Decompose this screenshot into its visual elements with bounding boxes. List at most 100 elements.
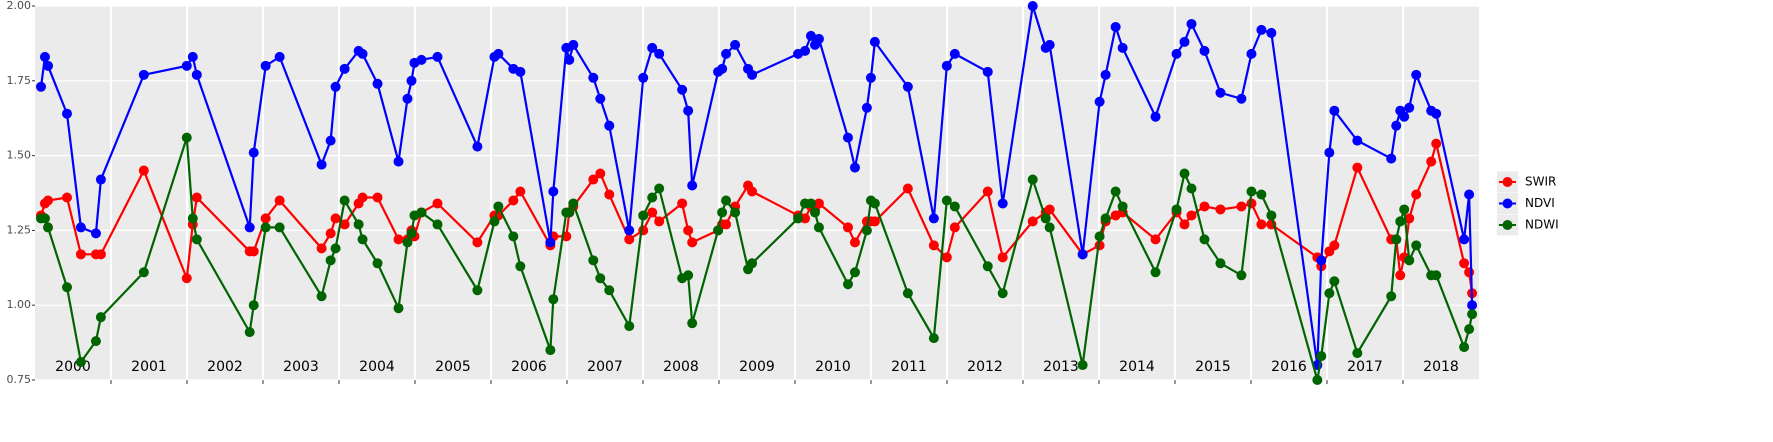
data-point <box>902 81 913 92</box>
data-point <box>244 327 255 338</box>
x-tick-label: 2010 <box>815 359 851 375</box>
data-point <box>865 72 876 83</box>
data-point <box>687 318 698 329</box>
data-point <box>1044 39 1055 50</box>
data-point <box>928 240 939 251</box>
y-tick-label: 1.50 <box>7 149 32 162</box>
data-point <box>75 249 86 260</box>
data-point <box>1399 111 1410 122</box>
data-point <box>1464 267 1475 278</box>
data-point <box>677 84 688 95</box>
data-point <box>1077 360 1088 371</box>
data-point <box>181 273 192 284</box>
data-point <box>1236 201 1247 212</box>
data-point <box>95 174 106 185</box>
data-point <box>717 207 728 218</box>
data-point <box>1352 162 1363 173</box>
y-tick-label: 1.25 <box>7 223 32 236</box>
data-point <box>949 201 960 212</box>
legend-dot <box>1502 177 1513 187</box>
data-point <box>330 243 341 254</box>
data-point <box>1404 213 1415 224</box>
data-point <box>1150 111 1161 122</box>
data-point <box>1044 222 1055 233</box>
data-point <box>1431 108 1442 119</box>
data-point <box>1077 249 1088 260</box>
data-point <box>1186 18 1197 29</box>
data-point <box>1150 234 1161 245</box>
data-point <box>181 60 192 71</box>
x-tick-label: 2016 <box>1271 359 1307 375</box>
x-tick-label: 2014 <box>1119 359 1155 375</box>
data-point <box>1027 174 1038 185</box>
data-point <box>1467 300 1478 311</box>
data-point <box>1395 270 1406 281</box>
data-point <box>1312 375 1323 385</box>
data-point <box>244 222 255 233</box>
data-point <box>564 207 575 218</box>
data-point <box>747 186 758 197</box>
data-point <box>1256 24 1267 35</box>
data-point <box>861 225 872 236</box>
data-point <box>325 135 336 146</box>
data-point <box>248 147 259 158</box>
data-point <box>432 198 443 209</box>
data-point <box>42 222 53 233</box>
data-point <box>1256 219 1267 230</box>
data-point <box>654 183 665 194</box>
data-point <box>1179 219 1190 230</box>
data-point <box>624 225 635 236</box>
y-tick-label: 1.00 <box>7 298 32 311</box>
data-point <box>1171 48 1182 59</box>
data-point <box>624 234 635 245</box>
data-point <box>638 72 649 83</box>
data-point <box>393 234 404 245</box>
data-point <box>339 195 350 206</box>
data-point <box>95 249 106 260</box>
data-point <box>568 39 579 50</box>
data-point <box>489 216 500 227</box>
data-point <box>316 291 327 302</box>
x-tick-label: 2006 <box>511 359 547 375</box>
data-point <box>515 66 526 77</box>
data-point <box>1186 210 1197 221</box>
data-point <box>1117 201 1128 212</box>
x-tick-label: 2007 <box>587 359 623 375</box>
data-point <box>1316 255 1327 266</box>
y-tick-label: 0.75 <box>7 373 32 386</box>
data-point <box>548 186 559 197</box>
data-point <box>432 51 443 62</box>
data-point <box>683 225 694 236</box>
data-point <box>402 237 413 248</box>
x-tick-label: 2018 <box>1423 359 1459 375</box>
x-tick-label: 2015 <box>1195 359 1231 375</box>
data-point <box>1391 120 1402 131</box>
data-point <box>813 222 824 233</box>
data-point <box>260 213 271 224</box>
data-point <box>1431 138 1442 149</box>
data-point <box>1411 189 1422 200</box>
data-point <box>805 198 816 209</box>
data-point <box>638 210 649 221</box>
data-point <box>861 102 872 113</box>
data-point <box>1316 351 1327 362</box>
data-point <box>515 186 526 197</box>
data-point <box>647 192 658 203</box>
data-point <box>138 165 149 176</box>
data-point <box>1329 276 1340 287</box>
data-point <box>1236 270 1247 281</box>
data-point <box>1329 105 1340 116</box>
legend-label: NDVI <box>1525 196 1555 210</box>
data-point <box>902 183 913 194</box>
data-point <box>647 42 658 53</box>
data-point <box>260 60 271 71</box>
data-point <box>493 201 504 212</box>
data-point <box>849 237 860 248</box>
data-point <box>1040 213 1051 224</box>
data-point <box>800 45 811 56</box>
data-point <box>849 162 860 173</box>
data-point <box>393 156 404 167</box>
data-point <box>339 219 350 230</box>
data-point <box>472 285 483 296</box>
data-point <box>982 66 993 77</box>
